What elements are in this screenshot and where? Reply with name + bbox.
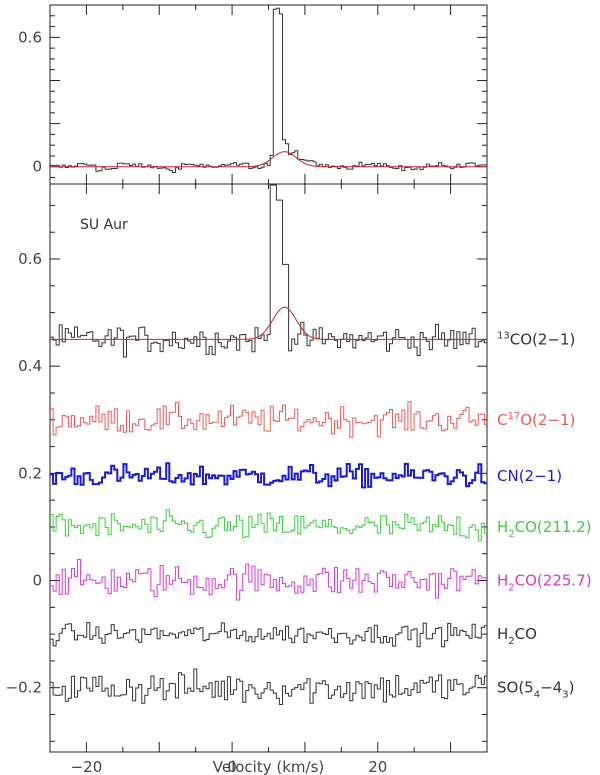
line-label: SO(54−43): [497, 679, 574, 701]
line-label: 13CO(2−1): [497, 330, 575, 348]
source-annotation: SU Aur: [80, 217, 128, 233]
y-tick-label: 0.6: [18, 28, 42, 46]
top-panel-frame: [49, 4, 488, 185]
top-y-tick-labels: 00.6: [18, 28, 42, 175]
x-tick-label: 20: [368, 758, 387, 775]
spectrum-line: [50, 668, 487, 705]
spectrum-line: [50, 401, 487, 438]
top-spectra: [50, 7, 488, 173]
spectrum-line: [50, 184, 487, 358]
bottom-spectra: [50, 184, 487, 705]
spectrum-line: [50, 462, 487, 489]
x-tick-label: −20: [71, 758, 103, 775]
axis-ticks: [49, 4, 488, 752]
line-label: H2CO(225.7): [497, 572, 592, 594]
line-label: CN(2−1): [497, 467, 562, 485]
line-labels: 13CO(2−1) C17O(2−1) CN(2−1) H2CO(211.2) H2CO…: [497, 330, 592, 700]
y-tick-label: 0.4: [18, 357, 42, 375]
x-axis-label: Velocity (km/s): [213, 758, 324, 775]
top-fit-curve: [50, 151, 487, 168]
y-tick-label: 0.6: [18, 250, 42, 268]
spectrum-line: [50, 509, 487, 542]
spectrum-line: [50, 622, 487, 648]
bottom-y-tick-labels: −0.2 0 0.2 0.4 0.6: [6, 250, 42, 697]
spectrum-line: [50, 559, 487, 601]
line-label: H2CO(211.2): [497, 518, 592, 540]
y-tick-label: 0.2: [18, 464, 42, 482]
top-spectrum-line: [50, 7, 488, 173]
bottom-fit-curve: [50, 306, 487, 340]
line-label: H2CO: [497, 625, 537, 647]
line-label: C17O(2−1): [497, 411, 575, 429]
x-tick-labels: −20 0 20: [71, 758, 388, 775]
y-tick-label: −0.2: [6, 679, 42, 697]
y-tick-label: 0: [32, 158, 42, 176]
y-tick-label: 0: [32, 572, 42, 590]
bottom-panel-frame: [49, 183, 488, 753]
x-tick-label: 0: [227, 758, 237, 775]
